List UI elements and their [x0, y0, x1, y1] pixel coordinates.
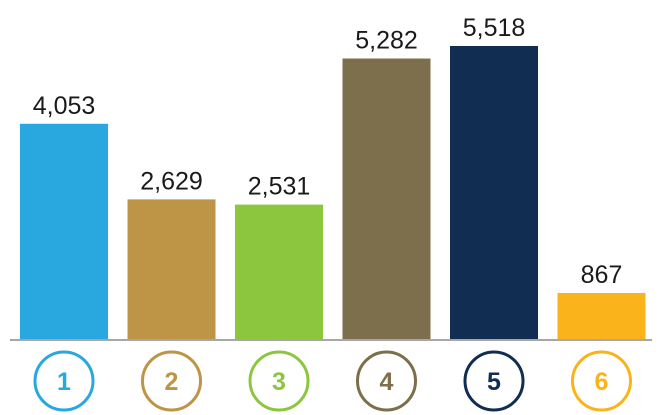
value-label-5: 5,518: [463, 14, 526, 42]
value-labels-group: 4,053 2,629 2,531 5,282 5,518 867: [33, 14, 623, 289]
bar-4: [342, 58, 431, 340]
category-label-3: 3: [272, 368, 286, 396]
category-badge-6: [571, 350, 632, 412]
category-label-2: 2: [165, 368, 179, 396]
bars-group: [20, 45, 646, 340]
category-label-6: 6: [595, 368, 609, 396]
value-label-2: 2,629: [140, 167, 203, 195]
bar-5: [450, 45, 538, 339]
category-badge-4: [356, 350, 417, 412]
value-label-4: 5,282: [355, 27, 418, 55]
category-label-5: 5: [487, 368, 501, 396]
bar-6: [557, 292, 646, 339]
bar-3: [235, 204, 323, 339]
bar-2: [127, 199, 216, 339]
category-badge-2: [141, 350, 202, 412]
value-label-3: 2,531: [248, 173, 311, 201]
category-badges-group: 1 2 3 4 5 6: [33, 350, 632, 412]
category-badge-1: [33, 350, 95, 412]
category-badge-5: [463, 350, 525, 412]
category-badge-3: [248, 350, 310, 412]
category-label-1: 1: [57, 368, 71, 396]
bar-1: [20, 123, 108, 339]
value-label-6: 867: [581, 261, 623, 289]
category-label-4: 4: [380, 368, 394, 396]
value-label-1: 4,053: [33, 92, 96, 120]
